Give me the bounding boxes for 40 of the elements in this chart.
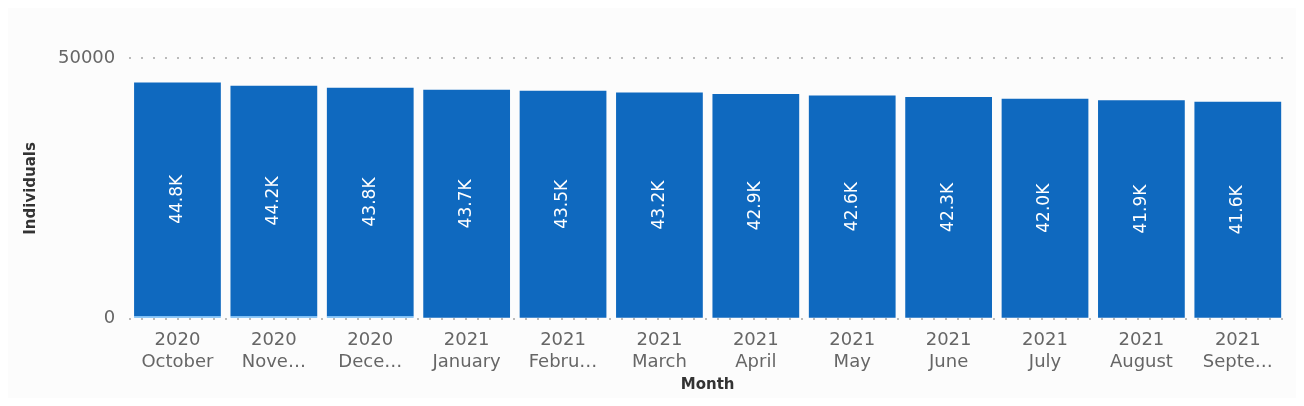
x-tick-label: 2020 October bbox=[141, 328, 215, 371]
x-tick-label: 2021 Septe… bbox=[1202, 328, 1273, 371]
x-tick-label: 2021 April bbox=[732, 328, 779, 371]
x-tick-label: 2021 January bbox=[431, 328, 502, 371]
x-axis-title: Month bbox=[680, 374, 735, 393]
data-label: 41.6K bbox=[1226, 184, 1247, 235]
data-label: 43.2K bbox=[647, 179, 668, 230]
bar bbox=[712, 93, 800, 318]
bar bbox=[1001, 98, 1089, 318]
bar bbox=[1098, 100, 1185, 318]
x-tick-label: 2020 Nove… bbox=[241, 328, 306, 371]
bar bbox=[519, 90, 607, 318]
data-label: 42.6K bbox=[840, 181, 861, 232]
x-tick-label: 2021 June bbox=[925, 328, 972, 371]
x-tick-label: 2021 March bbox=[632, 328, 687, 371]
bar bbox=[808, 95, 896, 318]
bar bbox=[134, 82, 221, 317]
bar bbox=[616, 92, 703, 318]
data-label: 44.8K bbox=[165, 174, 186, 224]
data-label: 41.9K bbox=[1129, 183, 1150, 234]
data-label: 43.8K bbox=[358, 176, 379, 227]
x-tick-label: 2021 May bbox=[829, 328, 876, 371]
bar bbox=[423, 89, 511, 318]
y-tick-label: 50000 bbox=[58, 45, 116, 67]
x-tick-label: 2021 August bbox=[1109, 328, 1173, 371]
bar bbox=[326, 87, 414, 317]
bar bbox=[1194, 101, 1282, 318]
bar bbox=[230, 85, 318, 317]
x-tick-label: 2021 July bbox=[1022, 328, 1068, 371]
data-label: 42.9K bbox=[744, 180, 765, 231]
data-label: 44.2K bbox=[262, 175, 283, 226]
x-tick-label: 2020 Dece… bbox=[338, 328, 403, 371]
data-label: 42.3K bbox=[937, 182, 958, 232]
x-tick-label: 2021 Febru… bbox=[528, 328, 598, 371]
y-tick-label: 0 bbox=[103, 306, 116, 328]
y-axis-title: Individuals bbox=[20, 142, 39, 235]
data-label: 43.7K bbox=[455, 178, 476, 229]
data-label: 43.5K bbox=[551, 178, 572, 229]
data-label: 42.0K bbox=[1033, 182, 1054, 233]
bar bbox=[905, 97, 992, 318]
